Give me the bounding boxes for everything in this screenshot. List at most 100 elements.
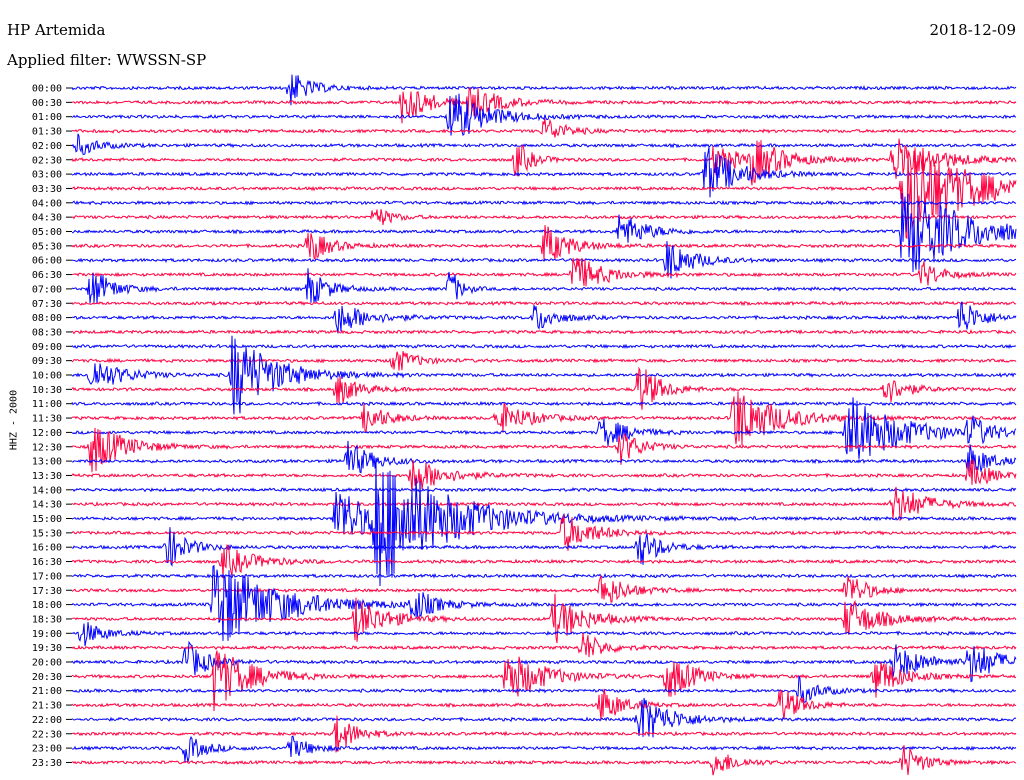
row-time-label: 22:00 [32, 715, 62, 726]
date-label: 2018-12-09 [929, 21, 1016, 39]
seismic-trace-row [71, 225, 1017, 261]
seismic-trace-row [72, 593, 1017, 644]
seismic-trace-row [71, 427, 1017, 473]
seismic-trace-row [71, 199, 1017, 206]
seismic-trace-row [71, 486, 1017, 521]
row-time-label: 23:00 [32, 744, 62, 755]
seismic-trace-row [71, 640, 1017, 683]
seismic-trace-row [71, 675, 1017, 703]
seismic-trace-row [71, 209, 1017, 225]
seismic-trace-row [71, 146, 1017, 198]
seismic-trace-row [71, 391, 1017, 446]
row-time-label: 09:30 [32, 356, 62, 367]
row-time-label: 19:00 [32, 629, 62, 640]
seismic-trace-row [71, 514, 1017, 551]
row-time-label: 02:00 [32, 141, 62, 152]
filter-label: Applied filter: WWSSN-SP [7, 51, 207, 69]
row-time-label: 07:30 [32, 299, 62, 310]
seismic-trace-row [71, 745, 1016, 776]
seismic-trace-row [71, 192, 1017, 273]
seismic-trace-row [71, 328, 1017, 335]
seismic-trace-row [71, 351, 1017, 371]
seismic-trace-row [71, 343, 1017, 350]
seismic-trace-row [71, 241, 1017, 279]
seismic-trace-row [71, 400, 1017, 407]
row-time-label: 07:00 [32, 284, 62, 295]
row-time-label: 04:30 [32, 213, 62, 224]
row-time-label: 04:00 [32, 198, 62, 209]
seismic-trace-row [71, 300, 1017, 307]
row-time-label: 03:00 [32, 170, 62, 181]
row-time-label: 05:00 [32, 227, 62, 238]
seismic-trace-row [71, 632, 1017, 658]
seismic-trace-row [71, 133, 1017, 156]
seismic-trace-row [71, 527, 1017, 567]
row-time-label: 15:30 [32, 528, 62, 539]
seismic-trace-row [71, 397, 1017, 459]
seismic-trace-row [71, 459, 1017, 495]
seismic-trace-row [71, 93, 1017, 136]
row-time-label: 16:00 [32, 543, 62, 554]
row-time-label: 14:00 [32, 485, 62, 496]
seismic-trace-row [71, 301, 1017, 334]
row-time-label: 20:00 [32, 658, 62, 669]
seismic-trace-row [71, 715, 1017, 753]
seismic-trace-row [71, 257, 1017, 287]
row-time-label: 12:00 [32, 428, 62, 439]
row-time-label: 01:00 [32, 112, 62, 123]
seismic-trace-row [71, 564, 1017, 641]
seismic-trace-row [71, 486, 1017, 493]
seismic-trace-row [71, 268, 1017, 305]
row-time-label: 03:30 [32, 184, 62, 195]
seismic-trace-row [71, 366, 1017, 410]
row-time-label: 01:30 [32, 127, 62, 138]
seismic-trace-row [71, 335, 1017, 415]
row-time-label: 21:30 [32, 701, 62, 712]
row-time-label: 10:30 [32, 385, 62, 396]
row-time-label: 18:00 [32, 600, 62, 611]
row-time-label: 08:30 [32, 327, 62, 338]
seismic-trace-row [71, 575, 1017, 603]
row-time-label: 19:30 [32, 643, 62, 654]
row-time-label: 12:30 [32, 442, 62, 453]
row-time-label: 17:30 [32, 586, 62, 597]
seismic-trace-row [71, 622, 1017, 647]
seismic-trace-row [71, 458, 1017, 587]
row-time-label: 17:00 [32, 571, 62, 582]
row-time-label: 16:30 [32, 557, 62, 568]
seismic-trace-row [72, 572, 1017, 579]
seismic-trace-row [71, 688, 1017, 721]
seismic-trace-row [71, 147, 1017, 240]
seismic-trace-row [71, 74, 1017, 106]
row-time-label: 06:00 [32, 256, 62, 267]
row-time-label: 22:30 [32, 729, 62, 740]
seismic-trace-row [71, 118, 1017, 138]
row-time-label: 18:30 [32, 614, 62, 625]
row-time-label: 11:30 [32, 414, 62, 425]
row-time-label: 15:00 [32, 514, 62, 525]
row-time-label: 00:30 [32, 98, 62, 109]
row-time-label: 20:30 [32, 672, 62, 683]
row-time-label: 05:30 [32, 241, 62, 252]
row-time-label: 00:00 [32, 84, 62, 95]
seismic-trace-row [72, 735, 1017, 763]
row-time-label: 14:30 [32, 500, 62, 511]
row-time-label: 08:00 [32, 313, 62, 324]
seismic-trace-row [71, 440, 1017, 474]
row-time-label: 11:00 [32, 399, 62, 410]
row-time-label: 21:00 [32, 686, 62, 697]
row-time-label: 02:30 [32, 155, 62, 166]
row-time-label: 10:00 [32, 371, 62, 382]
seismic-trace-row [71, 87, 1017, 124]
row-time-label: 13:00 [32, 457, 62, 468]
seismic-trace-row [71, 544, 1017, 579]
row-time-label: 06:30 [32, 270, 62, 281]
seismic-trace-row [71, 650, 1017, 712]
seismic-trace-row [71, 697, 1017, 738]
row-time-label: 13:30 [32, 471, 62, 482]
station-title: HP Artemida [7, 21, 106, 39]
seismic-trace-row [71, 138, 1017, 186]
row-time-label: 09:00 [32, 342, 62, 353]
row-time-label: 23:30 [32, 758, 62, 769]
